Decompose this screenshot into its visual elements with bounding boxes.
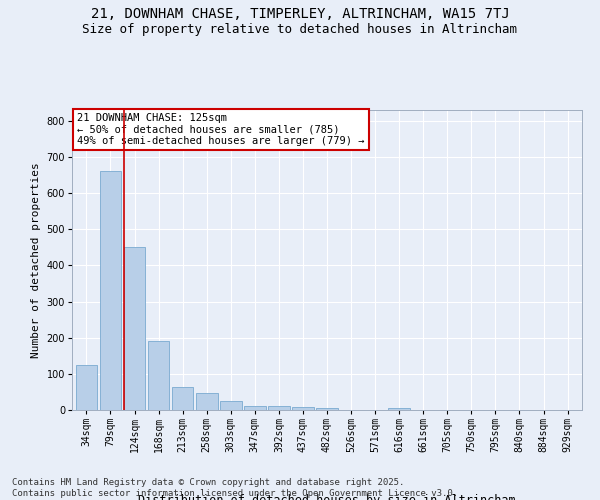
Text: Size of property relative to detached houses in Altrincham: Size of property relative to detached ho…: [83, 22, 517, 36]
Bar: [244, 406, 266, 410]
Text: 21 DOWNHAM CHASE: 125sqm
← 50% of detached houses are smaller (785)
49% of semi-: 21 DOWNHAM CHASE: 125sqm ← 50% of detach…: [77, 113, 365, 146]
Text: Contains HM Land Registry data © Crown copyright and database right 2025.
Contai: Contains HM Land Registry data © Crown c…: [12, 478, 458, 498]
Text: 21, DOWNHAM CHASE, TIMPERLEY, ALTRINCHAM, WA15 7TJ: 21, DOWNHAM CHASE, TIMPERLEY, ALTRINCHAM…: [91, 8, 509, 22]
Bar: [292, 407, 314, 410]
Bar: [148, 342, 169, 410]
Bar: [388, 408, 410, 410]
Bar: [268, 406, 290, 410]
X-axis label: Distribution of detached houses by size in Altrincham: Distribution of detached houses by size …: [138, 494, 516, 500]
Y-axis label: Number of detached properties: Number of detached properties: [31, 162, 41, 358]
Bar: [124, 248, 145, 410]
Bar: [220, 401, 242, 410]
Bar: [76, 365, 97, 410]
Bar: [172, 386, 193, 410]
Bar: [196, 392, 218, 410]
Bar: [316, 408, 338, 410]
Bar: [100, 172, 121, 410]
